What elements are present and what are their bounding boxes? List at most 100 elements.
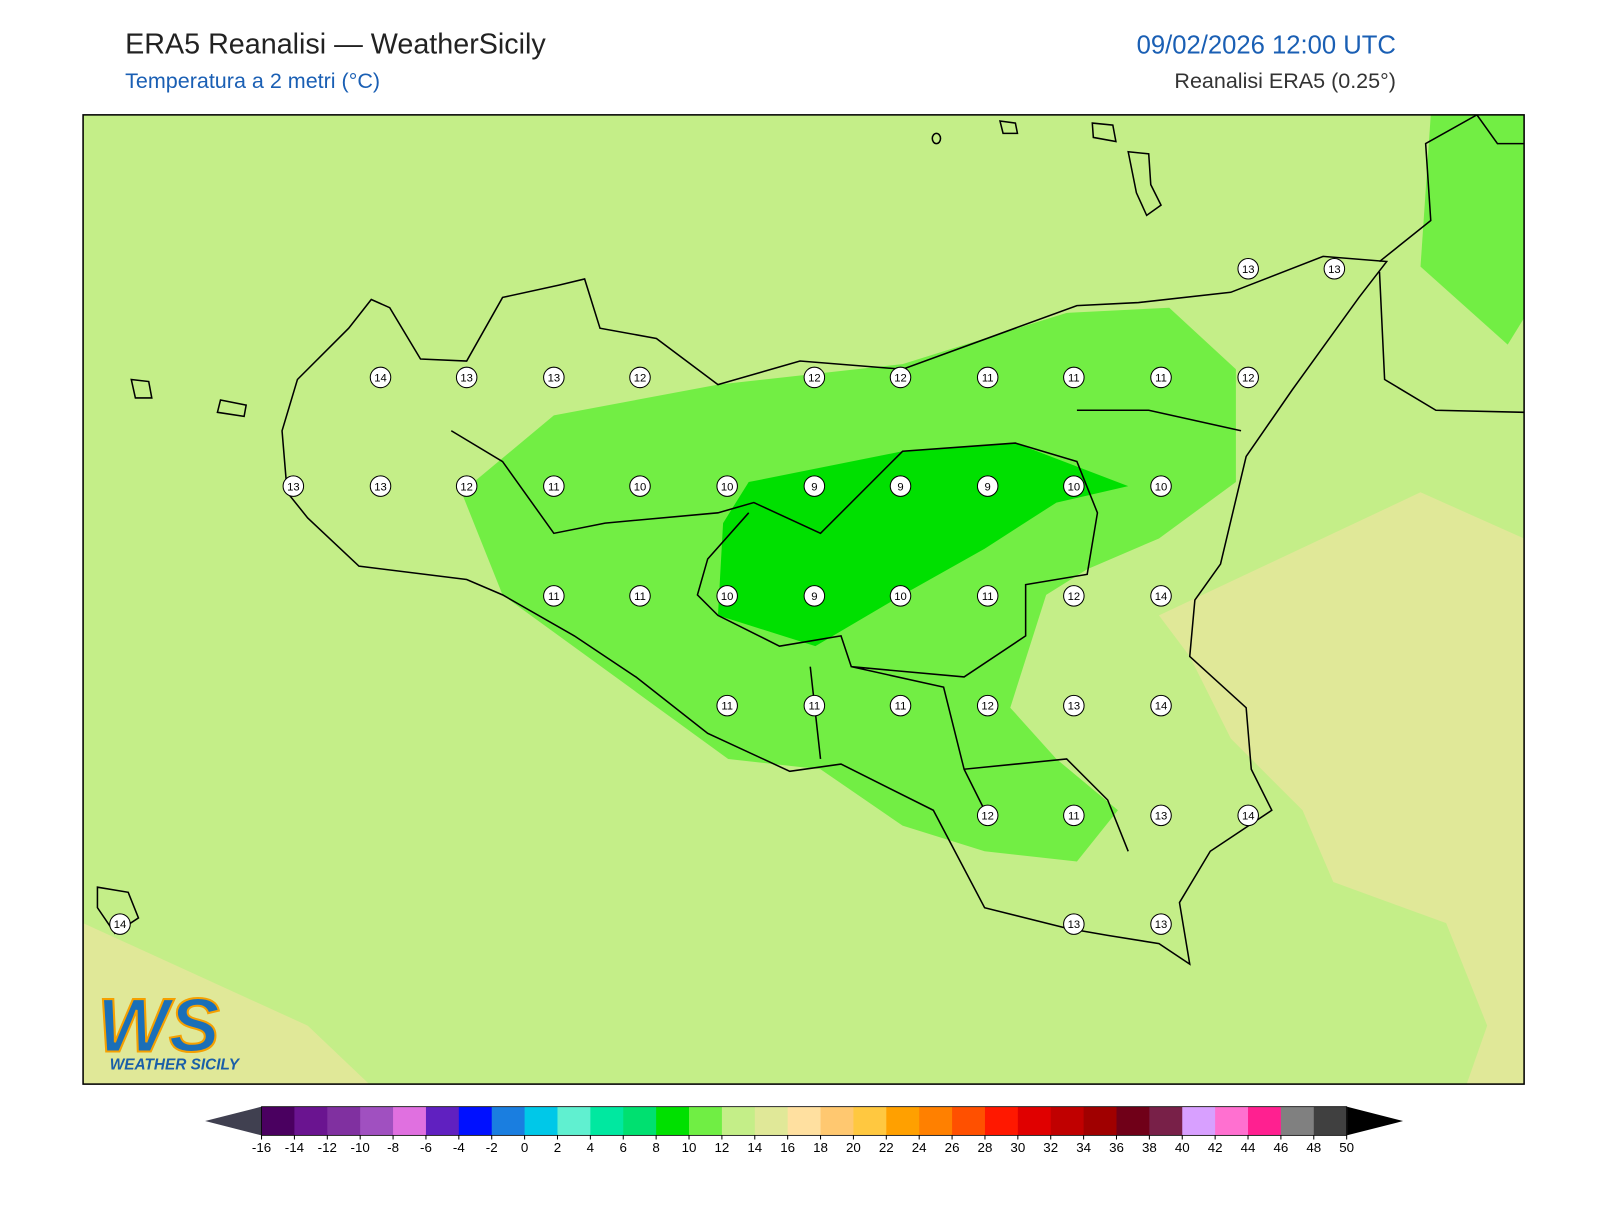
- station-marker: [1323, 257, 1346, 280]
- station-label: 10: [1155, 481, 1168, 493]
- station: 10: [1150, 475, 1172, 497]
- station: 14: [109, 913, 131, 935]
- station-marker: [1150, 694, 1172, 717]
- colorbar-tick-label: 6: [620, 1140, 627, 1155]
- colorbar-tick-label: 50: [1339, 1140, 1354, 1155]
- station-label: 11: [1068, 373, 1080, 385]
- station-marker: [976, 804, 999, 827]
- station-marker: [976, 585, 999, 607]
- station-label: 9: [811, 591, 817, 603]
- colorbar-swatch: [491, 1106, 526, 1136]
- station-label: 10: [1068, 481, 1081, 493]
- station: 10: [716, 475, 738, 497]
- station: 11: [1063, 804, 1085, 827]
- station: 14: [369, 366, 392, 389]
- colorbar-tick-label: 18: [813, 1140, 828, 1155]
- station: 11: [976, 585, 999, 607]
- station: 13: [282, 475, 305, 497]
- colorbar-swatch: [1050, 1106, 1085, 1136]
- colorbar-tick-label: -14: [285, 1140, 305, 1155]
- colorbar: -16 -14 -12 -10 -8 -6 -4 -2 0 2 4 6 8 10 12 14 16 18 20 22 2…: [205, 1106, 1404, 1155]
- colorbar-swatch: [919, 1106, 953, 1136]
- station-marker: [543, 585, 565, 607]
- station-label: 14: [1155, 701, 1168, 713]
- station-marker: [1063, 585, 1085, 607]
- colorbar-swatch: [524, 1106, 558, 1136]
- station: 12: [889, 366, 912, 389]
- field-warm: [1158, 492, 1525, 1085]
- station-label: 12: [981, 810, 994, 822]
- station: 14: [1150, 585, 1172, 607]
- station: 11: [543, 585, 565, 607]
- station-label: 11: [548, 481, 560, 493]
- station: 13: [455, 366, 478, 389]
- colorbar-tick-label: 46: [1273, 1140, 1288, 1155]
- station-marker: [889, 366, 912, 389]
- station: 12: [1063, 585, 1085, 607]
- station: 9: [803, 585, 826, 607]
- colorbar-swatch: [294, 1106, 328, 1136]
- colorbar-swatch: [787, 1106, 822, 1136]
- station-marker: [1063, 366, 1085, 389]
- colorbar-swatch: [1182, 1106, 1216, 1136]
- colorbar-tick-label: 48: [1306, 1140, 1321, 1155]
- station: 11: [629, 585, 651, 607]
- colorbar-swatch: [656, 1106, 690, 1136]
- station-marker: [976, 694, 999, 717]
- station: 12: [455, 475, 478, 497]
- colorbar-tick-label: 12: [714, 1140, 729, 1155]
- station-marker: [1150, 913, 1172, 935]
- station-marker: [629, 366, 651, 389]
- colorbar-tick-label: 32: [1043, 1140, 1058, 1155]
- station: 9: [803, 475, 826, 497]
- station: 10: [629, 475, 651, 497]
- colorbar-swatch: [754, 1106, 789, 1136]
- colorbar-tick-label: 26: [945, 1140, 960, 1155]
- colorbar-swatch: [1116, 1106, 1150, 1136]
- station-marker: [1063, 475, 1085, 497]
- colorbar-swatch: [1280, 1106, 1315, 1136]
- colorbar-swatch: [853, 1106, 887, 1136]
- colorbar-swatch: [1313, 1106, 1348, 1136]
- station: 13: [1150, 913, 1172, 935]
- station-label: 13: [1242, 264, 1255, 276]
- station: 13: [543, 366, 565, 389]
- station-marker: [889, 475, 912, 497]
- station-label: 9: [811, 481, 817, 493]
- station: 10: [889, 585, 912, 607]
- datetime: 09/02/2026 12:00 UTC: [1137, 31, 1396, 59]
- station-label: 10: [634, 481, 647, 493]
- logo: WS WEATHER SICILY: [96, 982, 240, 1073]
- colorbar-swatch: [261, 1106, 295, 1136]
- colorbar-swatch: [590, 1106, 624, 1136]
- colorbar-tick-label: -4: [453, 1140, 465, 1155]
- station: 10: [716, 585, 738, 607]
- station: 13: [369, 475, 392, 497]
- station-marker: [1237, 804, 1259, 827]
- station-marker: [369, 366, 392, 389]
- station: 12: [976, 694, 999, 717]
- station: 14: [1237, 804, 1259, 827]
- colorbar-frame: [261, 1106, 1348, 1136]
- station-marker: [716, 694, 738, 717]
- station-label: 10: [721, 591, 734, 603]
- colorbar-swatch: [1017, 1106, 1052, 1136]
- station-label: 14: [114, 919, 127, 931]
- colorbar-tick-label: 0: [521, 1140, 528, 1155]
- station-label: 12: [634, 373, 647, 385]
- station-label: 13: [287, 481, 300, 493]
- station-label: 11: [721, 701, 733, 713]
- station-marker: [976, 366, 999, 389]
- colorbar-tick-label: 10: [682, 1140, 697, 1155]
- station-label: 13: [548, 373, 561, 385]
- station: 11: [803, 694, 826, 717]
- colorbar-tick-label: 24: [912, 1140, 927, 1155]
- colorbar-tick-label: 20: [846, 1140, 861, 1155]
- map-frame: [82, 114, 1525, 1085]
- title: ERA5 Reanalisi — WeatherSicily: [125, 28, 546, 60]
- colorbar-tick-label: -12: [318, 1140, 337, 1155]
- colorbar-tick-label: 16: [780, 1140, 795, 1155]
- station-label: 9: [897, 481, 903, 493]
- station-marker: [1063, 913, 1085, 935]
- station: 10: [1063, 475, 1085, 497]
